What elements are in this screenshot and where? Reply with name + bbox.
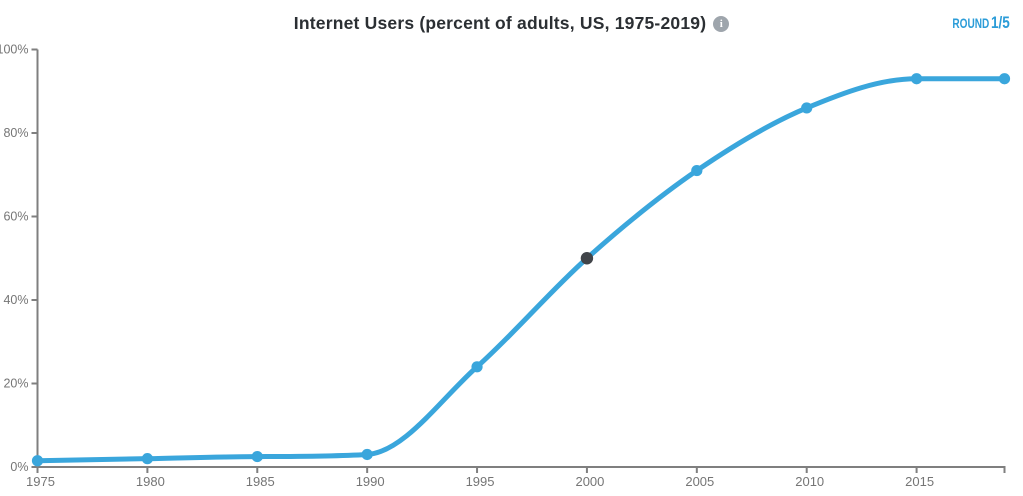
line-series [35,76,1007,464]
data-point [471,361,483,373]
x-tick-label: 1995 [466,474,495,489]
x-tick-label: 2000 [575,474,604,489]
x-tick-label: 1980 [136,474,165,489]
round-badge: ROUND 1/5 [938,14,1014,33]
x-tick-label: 1990 [356,474,385,489]
data-point [801,102,813,114]
x-tick-label: 1985 [246,474,275,489]
x-tick-label: 1975 [26,474,55,489]
x-tick-label: 2015 [905,474,934,489]
data-point [31,455,44,467]
y-tick-label: 60% [3,210,28,224]
data-point [141,453,153,465]
data-point-highlight [580,252,594,265]
y-tick-label: 20% [3,377,28,391]
chart-header: Internet Users (percent of adults, US, 1… [0,13,1023,34]
data-point [251,450,263,463]
x-tick-label: 2010 [795,474,824,489]
round-label: ROUND [952,15,990,31]
data-point [691,164,703,177]
chart-title: Internet Users (percent of adults, US, 1… [293,13,707,33]
y-tick-label: 100% [0,43,29,57]
round-counter: 1/5 [991,14,1010,32]
data-point [998,73,1011,85]
y-tick-label: 80% [3,126,28,140]
data-point [361,448,373,461]
y-tick-label: 40% [3,293,28,307]
data-point [910,73,923,85]
x-tick-label: 2005 [685,474,714,489]
y-tick-label: 0% [10,460,28,474]
info-icon[interactable]: i [713,15,730,32]
